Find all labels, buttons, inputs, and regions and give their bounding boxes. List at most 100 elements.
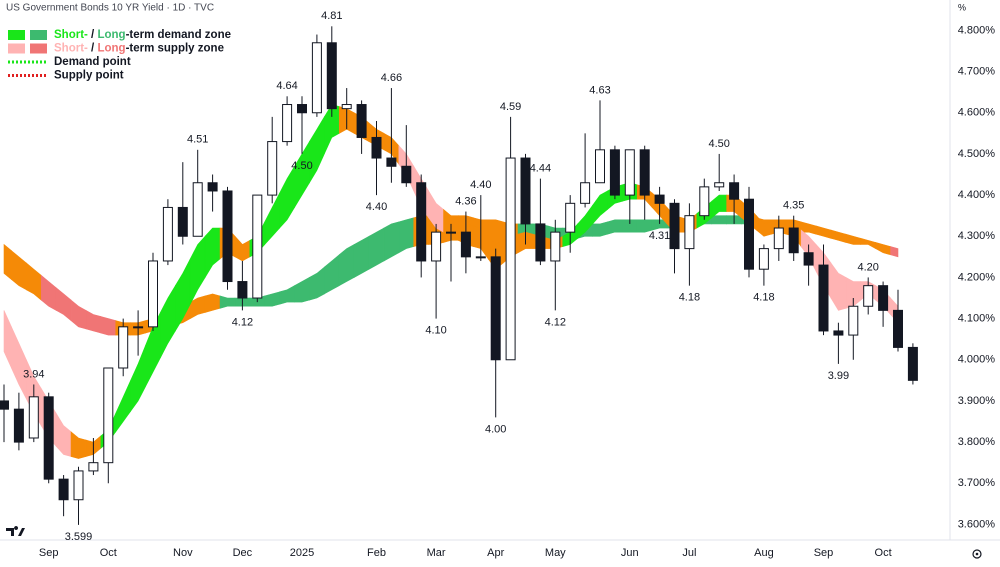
extreme-label: 4.36 <box>455 195 476 207</box>
candle-body <box>863 285 874 307</box>
extreme-label: 4.81 <box>321 10 342 22</box>
candle-body <box>0 400 9 410</box>
candle-body <box>639 149 650 196</box>
candle-body <box>475 256 486 259</box>
extreme-label: 4.18 <box>679 292 700 304</box>
legend-text-part: / <box>88 29 98 41</box>
extreme-label: 4.18 <box>753 292 774 304</box>
candle-body <box>520 157 531 225</box>
extreme-label: 4.12 <box>545 316 566 328</box>
candle-body <box>446 231 456 234</box>
candle-body <box>237 281 248 299</box>
y-tick-label: 3.600% <box>958 518 996 530</box>
candle-body <box>833 330 844 336</box>
candle-body <box>609 149 620 196</box>
legend-swatch <box>30 43 47 54</box>
y-tick-label: 4.400% <box>958 189 996 201</box>
candles <box>0 26 918 525</box>
x-tick-label: Jun <box>621 547 639 559</box>
candle-body <box>758 248 769 270</box>
candle-body <box>222 190 233 283</box>
x-tick-label: Sep <box>814 547 834 559</box>
x-tick-label: Jul <box>682 547 696 559</box>
extreme-label: 4.59 <box>500 101 521 113</box>
candle-body <box>401 165 412 184</box>
candle-body <box>624 149 635 196</box>
candle-body <box>162 206 173 262</box>
chart-title: US Government Bonds 10 YR Yield · 1D · T… <box>6 3 214 14</box>
tv-logo <box>6 526 25 536</box>
settings-icon[interactable] <box>972 549 982 559</box>
candle-body <box>818 264 829 332</box>
candle-body <box>297 104 307 114</box>
candle-body <box>654 194 665 204</box>
extreme-label: 4.50 <box>708 138 729 150</box>
y-tick-label: 4.500% <box>958 148 996 160</box>
legend-text-part: Demand point <box>54 56 131 68</box>
extreme-label: 4.40 <box>366 201 387 213</box>
candle-body <box>13 408 24 443</box>
x-tick-label: Oct <box>100 547 117 559</box>
legend-label: Supply point <box>54 70 124 82</box>
candle-body <box>326 42 337 110</box>
extreme-label: 4.20 <box>857 261 878 273</box>
candle-body <box>43 396 54 480</box>
candle-body <box>714 182 725 188</box>
zone-segment <box>607 219 623 235</box>
x-tick-label: May <box>545 547 566 559</box>
legend-label: Demand point <box>54 56 131 68</box>
candle-body <box>565 202 576 233</box>
candle-body <box>729 182 740 200</box>
candle-body <box>431 231 442 262</box>
candle-body <box>267 141 278 196</box>
candle-body <box>580 182 591 204</box>
y-tick-label: 4.000% <box>958 354 996 366</box>
zone-segment <box>890 246 899 258</box>
y-tick-label: 4.600% <box>958 107 996 119</box>
legend-text-part: Short- <box>54 29 88 41</box>
extreme-label: 3.94 <box>23 368 44 380</box>
candle-body <box>28 396 39 439</box>
zone-segment <box>398 217 415 254</box>
candle-body <box>73 470 84 501</box>
candle-body <box>773 227 784 250</box>
legend-swatch <box>8 43 25 54</box>
candle-body <box>371 136 382 159</box>
candle-body <box>311 42 322 114</box>
extreme-label: 4.64 <box>276 80 297 92</box>
extreme-label: 4.00 <box>485 423 506 435</box>
extreme-label: 4.35 <box>783 200 804 212</box>
candle-body <box>878 285 889 311</box>
legend-swatch <box>30 30 47 40</box>
extreme-label: 4.10 <box>425 325 446 337</box>
extreme-label: 3.99 <box>828 370 849 382</box>
candle-body <box>133 326 144 329</box>
candle-body <box>699 186 710 217</box>
x-tick-label: Oct <box>875 547 892 559</box>
legend-text-part: Long <box>97 43 125 55</box>
candle-body <box>192 182 203 237</box>
legend-swatch <box>8 30 25 40</box>
y-tick-label: 3.700% <box>958 477 996 489</box>
candle-body <box>386 157 397 167</box>
extreme-label: 4.51 <box>187 134 208 146</box>
candle-body <box>505 157 516 361</box>
candle-body <box>88 462 99 472</box>
x-tick-label: Feb <box>367 547 386 559</box>
y-tick-label: 4.700% <box>958 65 996 77</box>
candle-body <box>893 309 903 348</box>
y-tick-label: 4.100% <box>958 313 996 325</box>
candle-body <box>356 104 367 138</box>
x-tick-label: Nov <box>173 547 193 559</box>
x-tick-label: Apr <box>487 547 504 559</box>
zone-segment <box>592 221 608 237</box>
candle-body <box>595 149 605 184</box>
x-tick-label: 2025 <box>290 547 314 559</box>
legend-text-part: -term demand zone <box>126 29 231 41</box>
y-tick-label: 4.300% <box>958 230 996 242</box>
x-tick-label: Mar <box>427 547 446 559</box>
extreme-label: 4.44 <box>530 163 551 175</box>
extreme-label: 4.40 <box>470 179 491 191</box>
